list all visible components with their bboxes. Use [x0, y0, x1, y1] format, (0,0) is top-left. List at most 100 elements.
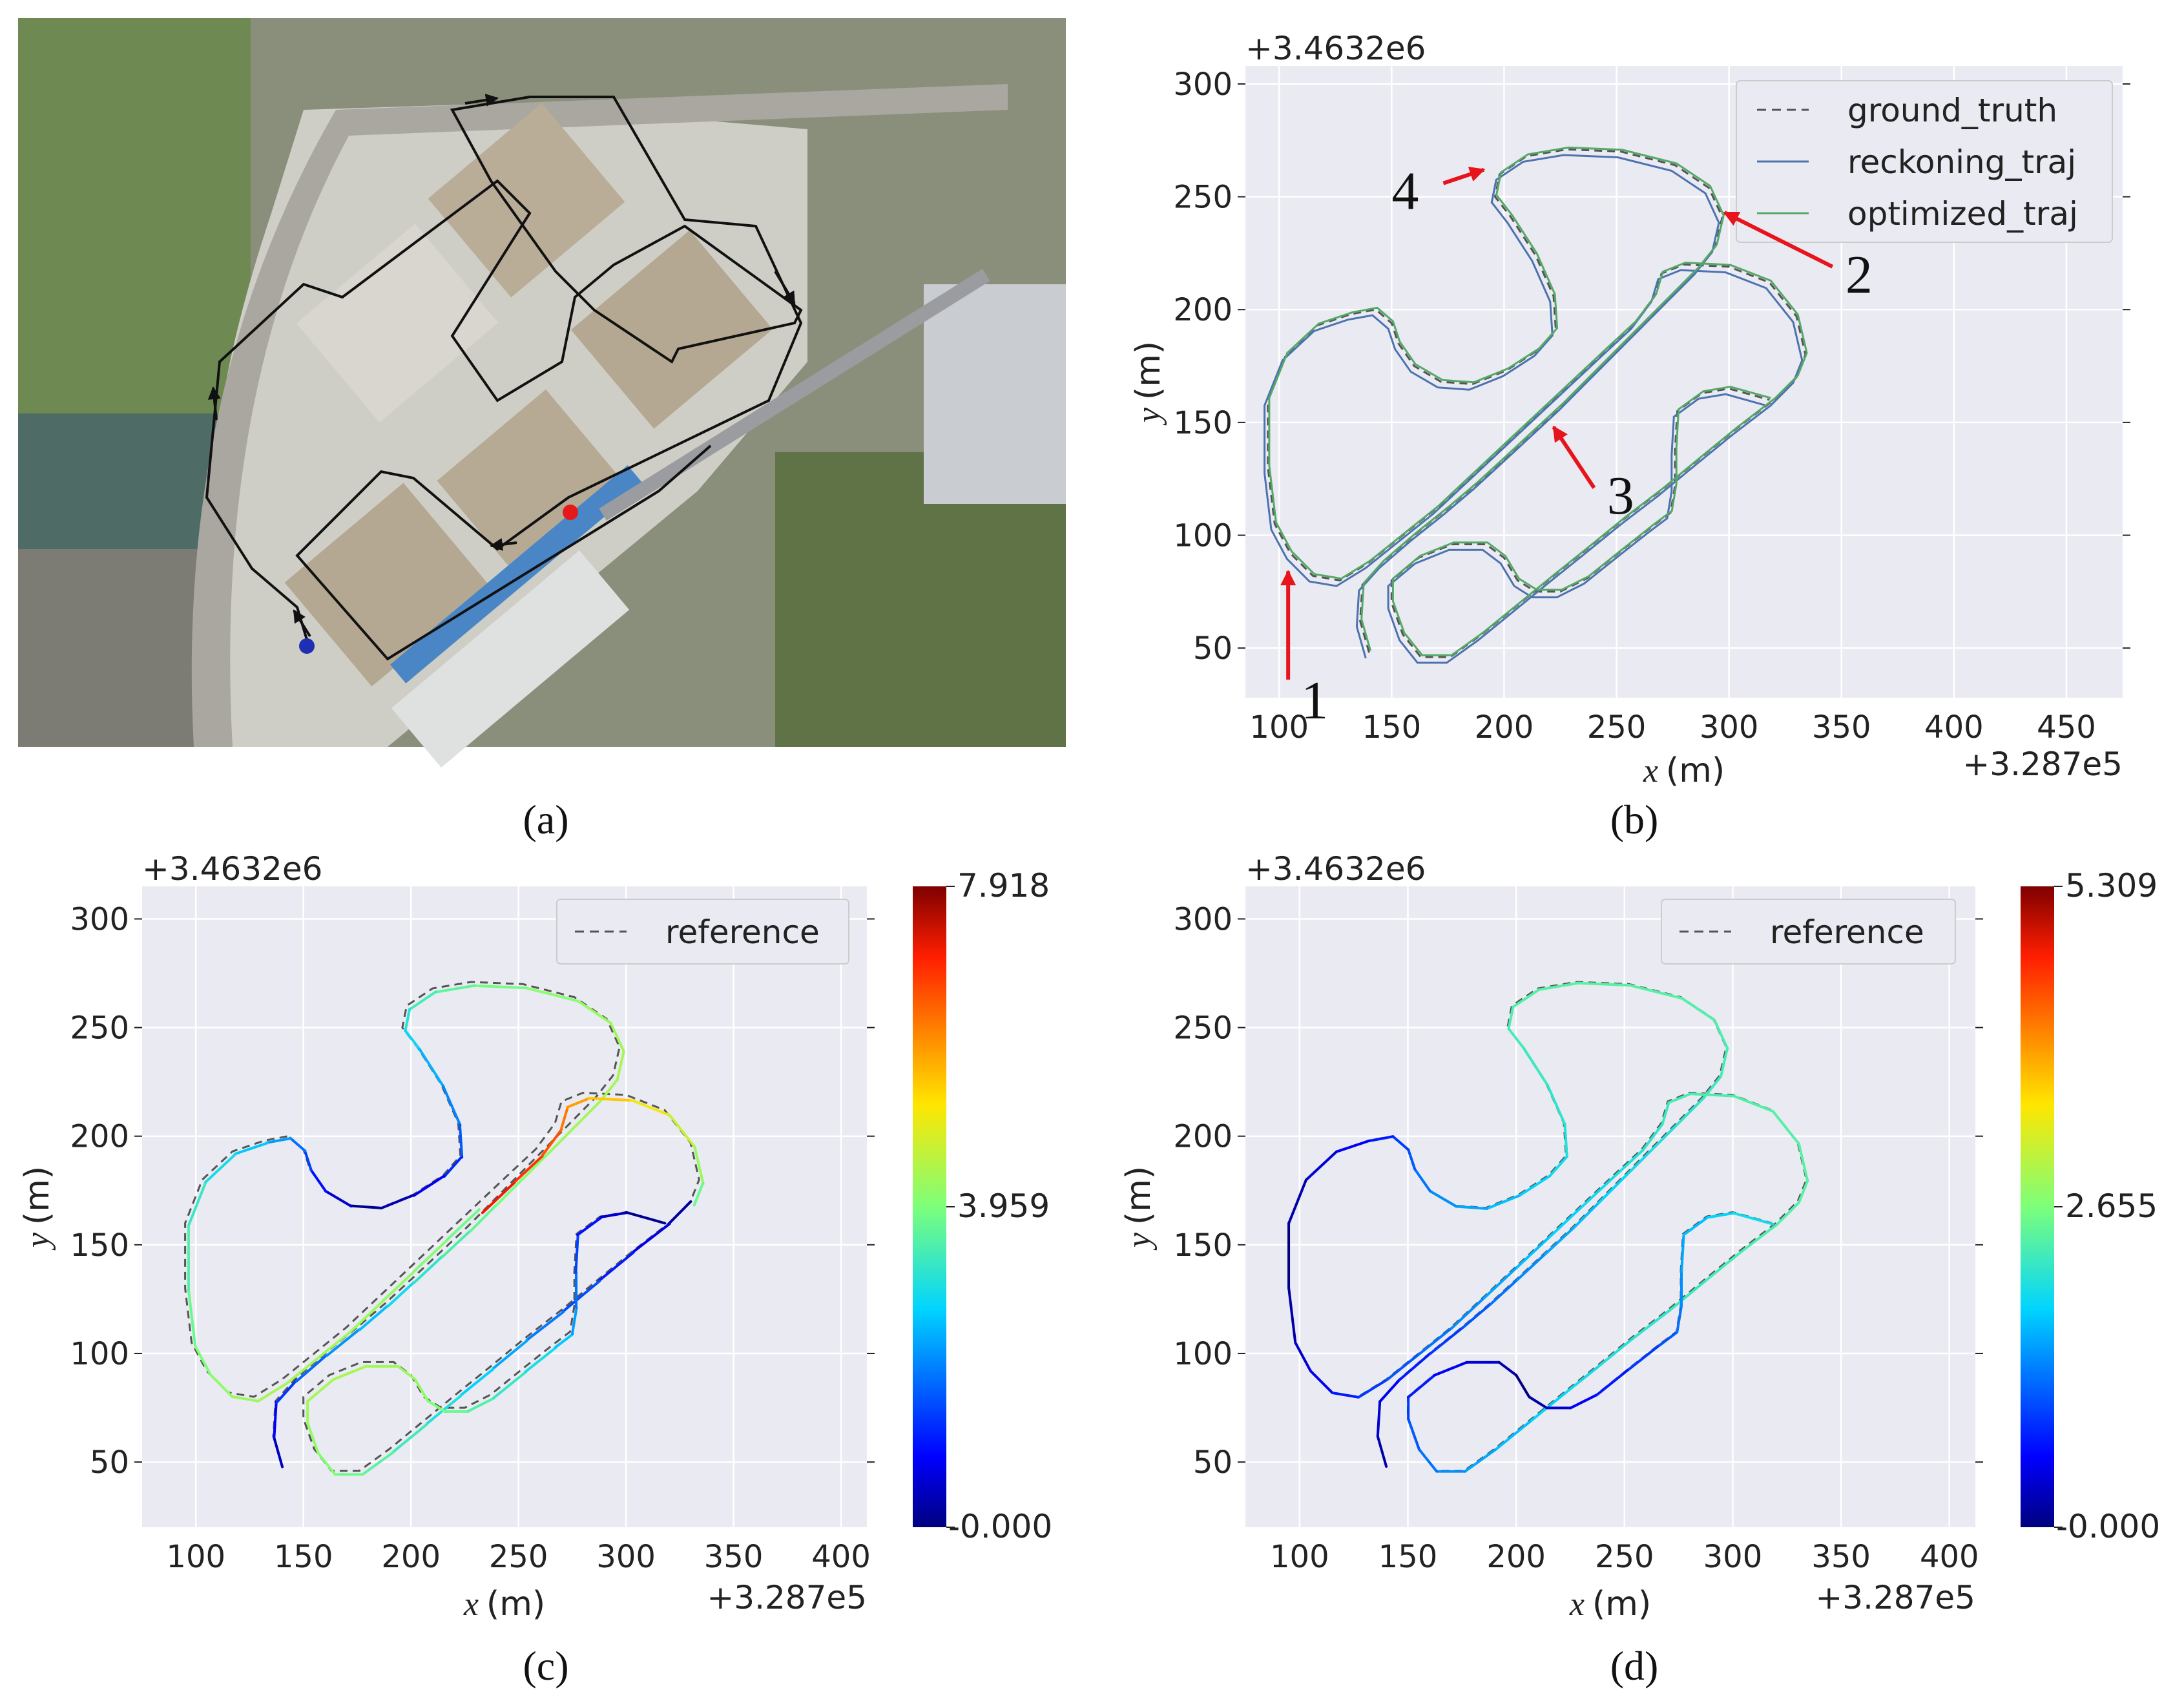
error-colored-segment [1706, 1211, 1735, 1219]
building [437, 389, 629, 580]
y-offset-text: +3.4632e6 [1245, 850, 1426, 888]
error-colored-segment [1641, 1123, 1664, 1152]
error-colored-segment [272, 1435, 284, 1468]
end-point-marker [563, 505, 578, 520]
error-colored-segment [1797, 1179, 1809, 1204]
legend: reference [556, 899, 849, 965]
trajectory-arrow [464, 93, 499, 107]
panel-caption: (d) [1610, 1643, 1659, 1689]
error-colored-segment [525, 1310, 565, 1342]
error-colored-segment [1732, 1094, 1774, 1113]
annotation-arrow [1723, 211, 1834, 269]
error-colored-segment [358, 1304, 390, 1331]
error-colored-segment [1309, 1370, 1334, 1394]
blue-roof-building [390, 465, 644, 684]
x-tick-label: 200 [1475, 709, 1534, 746]
x-tick-label: 150 [274, 1539, 333, 1575]
error-colored-segment [1771, 1110, 1800, 1145]
error-colored-segment [1624, 1149, 1653, 1178]
error-map-reckoning-panel: 100 150 200 250 300 350 400 50 100 150 200 250 300 +… [18, 850, 1052, 1689]
error-colored-segment [1596, 1337, 1634, 1369]
colorbar-tick-label: 3.959 [957, 1187, 1050, 1225]
error-colored-segment [625, 1211, 667, 1225]
legend-frame [556, 899, 849, 965]
y-tick-label: 200 [1173, 292, 1232, 328]
optimized-traj-line [1268, 146, 1808, 656]
error-colored-segment [1676, 1304, 1683, 1334]
reckoning-traj-line [1264, 154, 1804, 664]
legend-label-optimized: optimized_traj [1847, 195, 2078, 233]
error-colored-segment [1455, 1205, 1488, 1210]
error-colored-segment [203, 1153, 237, 1184]
error-colored-segment [412, 1174, 446, 1197]
colorbar-tick-label: -0.000 [2056, 1508, 2160, 1545]
error-colored-segment [599, 1211, 628, 1218]
error-colored-segment [1512, 988, 1541, 1008]
legend-frame [1736, 80, 2113, 243]
legend: ground_truth reckoning_traj optimized_tr… [1736, 80, 2113, 243]
error-colored-segment [404, 1007, 411, 1032]
panel-caption: (b) [1610, 797, 1659, 842]
x-tick-label: 250 [1587, 709, 1647, 746]
x-tick-label: 100 [166, 1539, 225, 1575]
error-colored-segment [303, 1149, 313, 1172]
error-colored-segment [1331, 1392, 1360, 1399]
error-colored-segment [616, 1050, 625, 1081]
error-colored-segment [1548, 1205, 1584, 1238]
error-colored-segment [1433, 1361, 1468, 1377]
error-colored-segment [1517, 1174, 1551, 1197]
error-colored-segment [1497, 1361, 1518, 1377]
y-axis-label: y(m) [18, 1166, 57, 1251]
error-colored-segment [561, 1279, 601, 1313]
error-colored-segment [1613, 1149, 1645, 1178]
y-tick-label: 50 [90, 1445, 129, 1481]
error-colored-segment [1528, 1395, 1548, 1410]
error-colored-segment [692, 1182, 705, 1207]
error-colored-segment [289, 1136, 307, 1153]
error-colored-segment [441, 1229, 472, 1258]
y-tick-label: 150 [1173, 1227, 1232, 1264]
y-tick-label: 250 [1173, 1010, 1232, 1047]
error-colored-segment [1739, 1222, 1779, 1254]
annotation-label: 1 [1301, 671, 1328, 731]
error-colored-segment [1515, 1373, 1531, 1399]
panel-caption: (c) [523, 1643, 568, 1689]
error-colored-segment [1407, 1148, 1417, 1171]
error-colored-segment [554, 1333, 574, 1349]
y-tick-label: 150 [1173, 405, 1232, 441]
error-colored-segment [349, 1300, 384, 1333]
error-colored-segment [1630, 1310, 1670, 1341]
error-colored-segment [187, 1181, 207, 1228]
error-colored-segment [668, 1200, 692, 1225]
trajectories [184, 981, 705, 1476]
error-colored-segment [361, 1451, 395, 1476]
error-colored-segment [1407, 1417, 1421, 1451]
error-colored-segment [1376, 1400, 1382, 1438]
error-colored-segment [256, 1382, 287, 1403]
x-tick-label: 250 [489, 1539, 548, 1575]
error-colored-segment [187, 1290, 197, 1348]
error-colored-segment [1680, 1233, 1685, 1273]
white-roof-building [391, 550, 630, 768]
legend-frame [1661, 899, 1956, 965]
error-colored-segment [1682, 1216, 1709, 1237]
x-tick-label: 150 [1362, 709, 1422, 746]
colorbar-gradient [2021, 886, 2054, 1527]
building [428, 103, 625, 298]
error-colored-segment [309, 1168, 328, 1193]
y-tick-label: 250 [70, 1010, 129, 1047]
error-colored-segment [445, 1208, 481, 1242]
x-tick-label: 350 [1812, 709, 1871, 746]
error-colored-segment [668, 1113, 697, 1149]
error-colored-segment [1797, 1142, 1809, 1182]
trajectories [1287, 981, 1809, 1473]
error-colored-segment [1507, 1027, 1525, 1050]
error-colored-segment [1597, 1174, 1627, 1204]
error-colored-segment [317, 1330, 352, 1359]
error-colored-segment [1546, 1083, 1566, 1126]
error-colored-segment [1576, 981, 1632, 987]
error-colored-segment [1418, 1448, 1439, 1473]
error-colored-segment [231, 1395, 260, 1403]
error-colored-segment [513, 1154, 544, 1184]
plot-area [1245, 886, 1975, 1527]
